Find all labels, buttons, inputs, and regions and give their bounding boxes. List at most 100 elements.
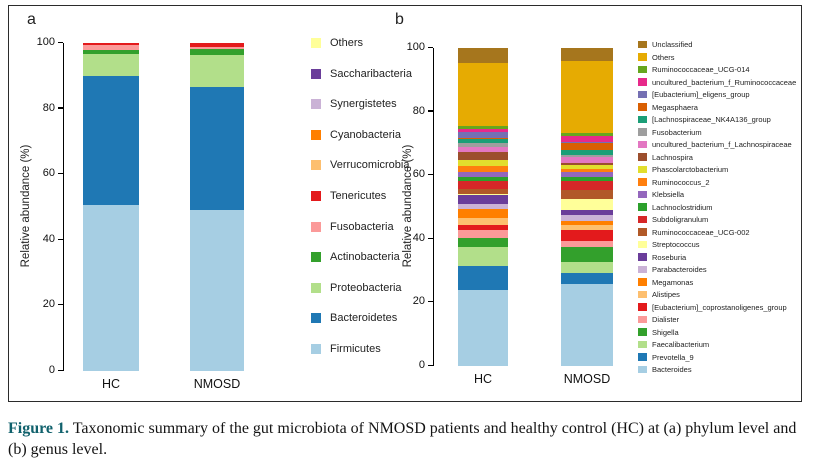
legend-item: Klebsiella	[638, 190, 796, 199]
legend-item: Parabacteroides	[638, 265, 796, 274]
legend-label: Prevotella_9	[652, 352, 694, 362]
legend-item: Firmicutes	[311, 343, 412, 355]
bar-segment	[458, 151, 508, 160]
legend-swatch	[311, 99, 321, 110]
legend-swatch	[638, 128, 647, 136]
legend-item: Prevotella_9	[638, 353, 796, 362]
legend-label: Tenericutes	[330, 189, 387, 202]
legend-swatch	[638, 328, 647, 336]
bar-segment	[561, 133, 613, 136]
legend-item: Faecalibacterium	[638, 340, 796, 349]
y-tick-mark	[428, 364, 433, 366]
legend-label: Fusobacteria	[330, 220, 394, 233]
bar-segment	[458, 230, 508, 238]
y-tick-label: 40	[42, 232, 55, 245]
y-tick-mark	[428, 110, 433, 112]
y-tick-label: 100	[406, 41, 425, 53]
y-tick-mark	[58, 369, 63, 371]
figure-box: a Relative abundance (%) 0 20 40 60 80 100 HC…	[8, 5, 802, 402]
legend-swatch	[638, 78, 647, 86]
bar-segment	[458, 171, 508, 177]
panel-b-genus-chart: b Relative abundance (%) 0 20 40 60 80 100 HC…	[9, 6, 801, 401]
y-tick-label: 20	[412, 295, 425, 308]
bar-segment	[561, 220, 613, 225]
legend-item: Actinobacteria	[311, 251, 412, 263]
bar-segment	[458, 137, 508, 139]
bar-segment	[190, 46, 244, 49]
y-tick-mark	[58, 41, 63, 43]
bar-segment	[458, 208, 508, 219]
bar-segment	[458, 290, 508, 366]
y-tick-mark	[428, 237, 433, 239]
legend-swatch	[638, 278, 647, 286]
panel-b-x-label-nmosd: NMOSD	[563, 372, 611, 386]
legend-swatch	[311, 313, 321, 324]
panel-a-x-label-hc: HC	[101, 377, 121, 391]
bar-segment	[83, 205, 139, 371]
y-tick-label: 40	[412, 231, 425, 244]
panel-a-x-label-nmosd: NMOSD	[193, 377, 241, 391]
legend-item: uncultured_bacterium_f_Ruminococcaceae	[638, 78, 796, 87]
legend-label: [Lachnospiraceae_NK4A136_group	[652, 115, 771, 124]
legend-item: Fusobacteria	[311, 221, 412, 233]
legend-item: Bacteroidetes	[311, 312, 412, 324]
bar-segment	[458, 143, 508, 148]
bar-segment	[458, 159, 508, 166]
legend-swatch	[311, 221, 321, 232]
legend-swatch	[638, 290, 647, 299]
legend-swatch	[638, 265, 647, 274]
legend-item: Lachnoclostridium	[638, 203, 796, 212]
y-tick-label: 60	[412, 168, 425, 181]
bar-segment	[561, 209, 613, 215]
bar-segment	[561, 149, 613, 155]
bar-segment	[561, 48, 613, 62]
bar-segment	[561, 171, 613, 177]
legend-swatch	[311, 38, 321, 48]
legend-label: Synergistetes	[330, 98, 397, 111]
legend-label: Ruminococcaceae_UCG-014	[652, 65, 750, 74]
bar-segment	[561, 214, 613, 221]
legend-item: Tenericutes	[311, 190, 412, 202]
bar-segment	[561, 224, 613, 231]
bar-segment	[458, 138, 508, 143]
legend-label: Lachnoclostridium	[652, 202, 713, 212]
bar-segment	[83, 45, 139, 50]
legend-label: Ruminococcus_2	[652, 177, 710, 187]
legend-label: Unclassified	[652, 40, 693, 49]
legend-swatch	[311, 190, 321, 201]
legend-item: Shigella	[638, 328, 796, 337]
bar-segment	[190, 48, 244, 56]
bar-segment	[458, 132, 508, 138]
legend-label: Bacteroidetes	[330, 312, 398, 325]
legend-label: Dialister	[652, 315, 680, 324]
legend-item: Synergistetes	[311, 98, 412, 110]
bar-segment	[561, 241, 613, 247]
legend-swatch	[311, 129, 321, 140]
caption-label: Figure 1.	[8, 420, 70, 437]
y-tick-mark	[58, 304, 63, 306]
bar-segment	[561, 143, 613, 150]
legend-label: Firmicutes	[330, 342, 381, 355]
legend-swatch	[311, 282, 321, 293]
legend-item: Ruminococcaceae_UCG-002	[638, 228, 796, 237]
bar-segment	[83, 43, 139, 46]
bar-segment	[458, 265, 508, 291]
panel-a-bar-hc	[83, 43, 139, 371]
legend-label: Parabacteroides	[652, 265, 707, 274]
bar-segment	[561, 246, 613, 263]
legend-swatch	[638, 165, 647, 174]
panel-b-y-axis: 0 20 40 60 80 100	[407, 41, 434, 371]
legend-item: Megamonas	[638, 278, 796, 287]
legend-swatch	[638, 115, 647, 124]
y-tick-label: 60	[42, 167, 55, 180]
legend-label: Klebsiella	[652, 190, 685, 199]
bar-segment	[561, 163, 613, 165]
panel-b-label: b	[395, 11, 404, 28]
legend-item: Unclassified	[638, 40, 796, 49]
legend-label: Lachnospira	[652, 152, 693, 162]
y-tick-label: 80	[412, 104, 425, 117]
figure-caption: Figure 1. Taxonomic summary of the gut m…	[8, 418, 806, 460]
bar-segment	[458, 218, 508, 225]
legend-label: uncultured_bacterium_f_Lachnospiraceae	[652, 140, 792, 149]
bar-segment	[458, 188, 508, 195]
